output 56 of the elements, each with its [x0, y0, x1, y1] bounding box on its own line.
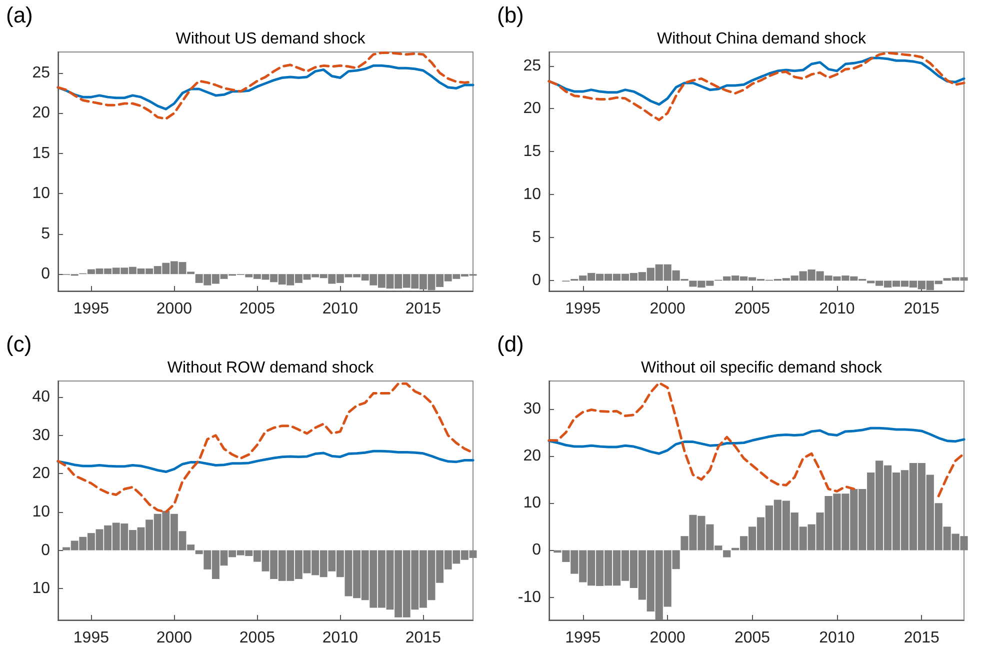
x-tick-label: 1995	[73, 300, 110, 318]
y-tick-label: 0	[41, 542, 50, 559]
text: (a)	[6, 2, 33, 28]
chart-title: Without US demand shock	[176, 30, 366, 48]
x-tick-label: 2005	[239, 630, 276, 646]
chart-title: Without ROW demand shock	[167, 360, 375, 376]
x-tick-label: 2015	[405, 630, 442, 646]
text: (c)	[6, 332, 32, 356]
y-tick-label: 0	[532, 272, 542, 290]
y-tick-label: 20	[523, 100, 542, 118]
y-tick-label: 0	[41, 266, 50, 283]
x-tick-label: 2005	[239, 300, 276, 318]
y-tick-label: -10	[518, 588, 542, 606]
y-tick-label: 0	[532, 542, 542, 559]
x-tick-label: 1995	[565, 300, 601, 318]
x-tick-label: 2010	[322, 300, 358, 318]
x-tick-label: 2015	[904, 300, 940, 318]
line-series	[548, 52, 966, 122]
line-series	[548, 426, 966, 455]
y-tick-label: 10	[523, 186, 542, 204]
x-tick-label: 1995	[565, 630, 601, 646]
x-tick-label: 2010	[322, 630, 358, 646]
chart-title: Without China demand shock	[657, 30, 867, 48]
y-tick-label: 30	[523, 400, 542, 418]
y-tick-label: 25	[32, 64, 50, 82]
y-tick-label: 5	[41, 225, 50, 242]
y-tick-label: 10	[523, 494, 542, 512]
x-tick-label: 2010	[819, 630, 855, 646]
line-series	[56, 450, 474, 474]
text: (b)	[497, 2, 524, 28]
y-tick-label: 5	[532, 229, 542, 246]
y-tick-label: 20	[32, 465, 50, 482]
line-series	[56, 64, 474, 110]
x-tick-label: 2015	[904, 630, 940, 646]
x-tick-label: 2010	[819, 300, 855, 318]
text: (d)	[497, 332, 524, 356]
y-tick-label: 10	[32, 185, 50, 202]
x-tick-label: 2005	[734, 300, 770, 318]
x-tick-label: 2015	[405, 300, 442, 318]
y-tick-label: 10	[32, 580, 50, 598]
x-tick-label: 2000	[650, 630, 686, 646]
x-tick-label: 2000	[156, 300, 192, 318]
y-tick-label: 15	[32, 144, 50, 162]
x-tick-label: 2000	[650, 300, 686, 318]
y-tick-label: 20	[523, 447, 542, 464]
chart-title: Without oil specific demand shock	[641, 360, 883, 376]
x-tick-label: 2005	[734, 630, 770, 646]
x-tick-label: 1995	[73, 630, 110, 646]
bar	[723, 550, 731, 558]
y-tick-label: 10	[32, 503, 50, 520]
y-tick-label: 15	[523, 143, 542, 160]
x-tick-label: 2000	[156, 630, 192, 646]
y-tick-label: 25	[523, 57, 542, 74]
y-tick-label: 20	[32, 104, 50, 122]
y-tick-label: 30	[32, 426, 50, 444]
y-tick-label: 40	[32, 388, 50, 406]
